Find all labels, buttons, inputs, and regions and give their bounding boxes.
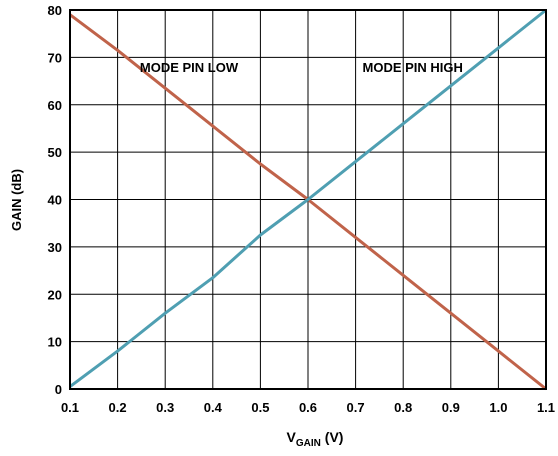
x-tick-label: 0.6	[299, 400, 317, 415]
x-tick-label: 1.1	[537, 400, 555, 415]
x-tick-label: 0.3	[156, 400, 174, 415]
y-tick-label: 60	[48, 98, 62, 113]
y-tick-label: 0	[55, 382, 62, 397]
y-tick-label: 40	[48, 193, 62, 208]
x-tick-label: 1.0	[489, 400, 507, 415]
x-tick-label: 0.5	[251, 400, 269, 415]
annotations: MODE PIN LOW MODE PIN HIGH	[140, 60, 463, 75]
x-tick-labels: 0.1 0.2 0.3 0.4 0.5 0.6 0.7 0.8 0.9 1.0 1.1	[61, 400, 555, 415]
x-tick-label: 0.4	[204, 400, 223, 415]
x-axis-label-sub: GAIN	[296, 438, 321, 449]
y-tick-label: 50	[48, 145, 62, 160]
y-tick-label: 10	[48, 335, 62, 350]
y-tick-label: 20	[48, 287, 62, 302]
y-axis-label: GAIN (dB)	[9, 169, 24, 231]
x-tick-label: 0.2	[109, 400, 127, 415]
series-line	[69, 8, 547, 388]
plot-frame	[69, 9, 547, 390]
x-tick-label: 0.9	[442, 400, 460, 415]
x-tick-label: 0.7	[347, 400, 365, 415]
x-axis-label: VGAIN (V)	[287, 429, 344, 449]
x-axis-label-unit: (V)	[321, 429, 344, 445]
x-axis-label-main: V	[287, 429, 297, 445]
series-lines	[69, 8, 547, 391]
series-annotation: MODE PIN LOW	[140, 60, 239, 75]
x-tick-label: 0.1	[61, 400, 79, 415]
y-tick-label: 30	[48, 240, 62, 255]
y-tick-label: 80	[48, 3, 62, 18]
x-tick-label: 0.8	[394, 400, 412, 415]
y-tick-label: 70	[48, 50, 62, 65]
y-tick-labels: 0 10 20 30 40 50 60 70 80	[48, 3, 62, 397]
series-annotation: MODE PIN HIGH	[363, 60, 463, 75]
